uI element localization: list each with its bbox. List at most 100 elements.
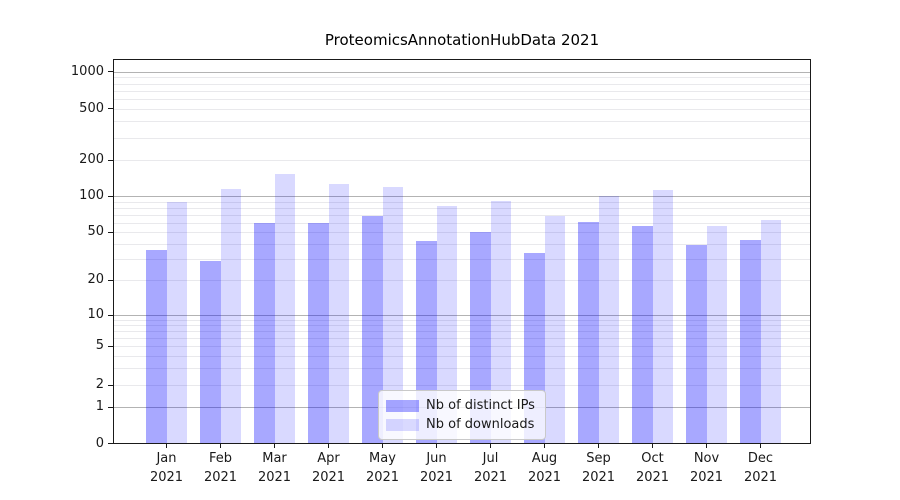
minor-gridline <box>114 385 810 386</box>
y-tick-mark <box>108 159 113 161</box>
x-tick-label-jun: Jun 2021 <box>407 449 467 487</box>
minor-gridline <box>114 214 810 216</box>
x-tick-mark <box>760 444 761 448</box>
month-label: Sep <box>586 451 611 466</box>
legend: Nb of distinct IPs Nb of downloads <box>378 390 546 440</box>
y-tick-mark <box>108 314 113 316</box>
bar-downloads-mar <box>274 173 295 443</box>
x-tick-mark <box>598 444 599 448</box>
month-label: Feb <box>208 451 233 466</box>
minor-gridline <box>114 325 810 326</box>
x-tick-mark <box>382 444 383 448</box>
x-tick-label-aug: Aug 2021 <box>515 449 575 487</box>
bar-distinct-ips-dec <box>740 240 761 443</box>
x-tick-mark <box>544 444 545 448</box>
bar-distinct-ips-jan <box>146 249 167 443</box>
y-tick-mark <box>108 108 113 110</box>
year-label: 2021 <box>203 470 238 485</box>
major-gridline <box>114 71 810 73</box>
major-gridline <box>114 196 810 198</box>
y-tick-label: 1 <box>95 399 104 414</box>
bar-downloads-dec <box>760 219 781 443</box>
year-label: 2021 <box>581 470 616 485</box>
bar-downloads-jun <box>436 206 457 443</box>
bar-downloads-sep <box>598 195 619 443</box>
minor-gridline <box>114 280 810 282</box>
y-tick-label: 5 <box>95 338 104 353</box>
y-tick-mark <box>108 279 113 281</box>
minor-gridline <box>114 222 810 224</box>
month-label: Jun <box>426 451 447 466</box>
x-tick-label-jan: Jan 2021 <box>137 449 197 487</box>
minor-gridline <box>114 319 810 321</box>
y-tick-mark <box>108 443 113 444</box>
month-label: Jul <box>482 451 499 466</box>
x-tick-label-feb: Feb 2021 <box>191 449 251 487</box>
year-label: 2021 <box>311 470 346 485</box>
x-tick-mark <box>652 444 653 448</box>
legend-label-distinct-ips: Nb of distinct IPs <box>426 398 535 413</box>
year-label: 2021 <box>365 470 400 485</box>
minor-gridline <box>114 160 810 162</box>
x-tick-mark <box>490 444 491 448</box>
bar-downloads-jan <box>166 201 187 443</box>
minor-gridline <box>114 83 810 85</box>
y-tick-mark <box>108 345 113 347</box>
minor-gridline <box>114 108 810 110</box>
minor-gridline <box>114 121 810 123</box>
y-tick-label: 200 <box>79 152 104 168</box>
x-tick-label-sep: Sep 2021 <box>569 449 629 487</box>
minor-gridline <box>114 337 810 339</box>
y-tick-label: 500 <box>79 100 104 116</box>
y-tick-label: 0 <box>95 435 104 451</box>
x-tick-mark <box>328 444 329 448</box>
year-label: 2021 <box>635 470 670 485</box>
x-tick-label-apr: Apr 2021 <box>299 449 359 487</box>
bar-downloads-jul <box>490 200 511 443</box>
month-label: Dec <box>747 451 774 466</box>
bar-distinct-ips-feb <box>200 260 221 443</box>
minor-gridline <box>114 137 810 139</box>
x-tick-mark <box>220 444 221 448</box>
minor-gridline <box>114 367 810 369</box>
bar-distinct-ips-sep <box>578 222 599 443</box>
x-tick-label-may: May 2021 <box>353 449 413 487</box>
bar-distinct-ips-apr <box>308 222 329 443</box>
minor-gridline <box>114 77 810 79</box>
month-label: Aug <box>531 451 558 466</box>
y-tick-label: 100 <box>79 188 104 204</box>
bar-downloads-aug <box>544 216 565 443</box>
minor-gridline <box>114 259 810 261</box>
year-label: 2021 <box>527 470 562 485</box>
year-label: 2021 <box>257 470 292 485</box>
legend-row-distinct-ips: Nb of distinct IPs <box>386 396 537 415</box>
y-tick-mark <box>108 384 113 386</box>
bar-downloads-may <box>382 186 403 443</box>
month-label: May <box>369 451 396 466</box>
x-tick-label-nov: Nov 2021 <box>677 449 737 487</box>
y-tick-label: 20 <box>87 272 104 288</box>
legend-label-downloads: Nb of downloads <box>426 417 535 432</box>
x-tick-mark <box>274 444 275 448</box>
y-tick-mark <box>108 195 113 197</box>
minor-gridline <box>114 346 810 347</box>
bar-downloads-apr <box>328 183 349 443</box>
month-label: Jan <box>156 451 177 466</box>
y-tick-label: 10 <box>87 307 104 322</box>
year-label: 2021 <box>473 470 508 485</box>
bar-downloads-feb <box>220 189 241 443</box>
y-tick-mark <box>108 71 113 73</box>
bar-distinct-ips-nov <box>686 245 707 443</box>
month-label: Nov <box>693 451 720 466</box>
x-tick-label-jul: Jul 2021 <box>461 449 521 487</box>
year-label: 2021 <box>689 470 724 485</box>
x-tick-label-mar: Mar 2021 <box>245 449 305 487</box>
minor-gridline <box>114 99 810 100</box>
y-tick-mark <box>108 231 113 233</box>
year-label: 2021 <box>419 470 454 485</box>
legend-row-downloads: Nb of downloads <box>386 415 537 434</box>
legend-swatch-downloads <box>386 418 419 431</box>
plot-area: Nb of distinct IPs Nb of downloads <box>113 59 811 444</box>
chart-title: ProteomicsAnnotationHubData 2021 <box>324 31 600 49</box>
bar-distinct-ips-mar <box>254 222 275 443</box>
